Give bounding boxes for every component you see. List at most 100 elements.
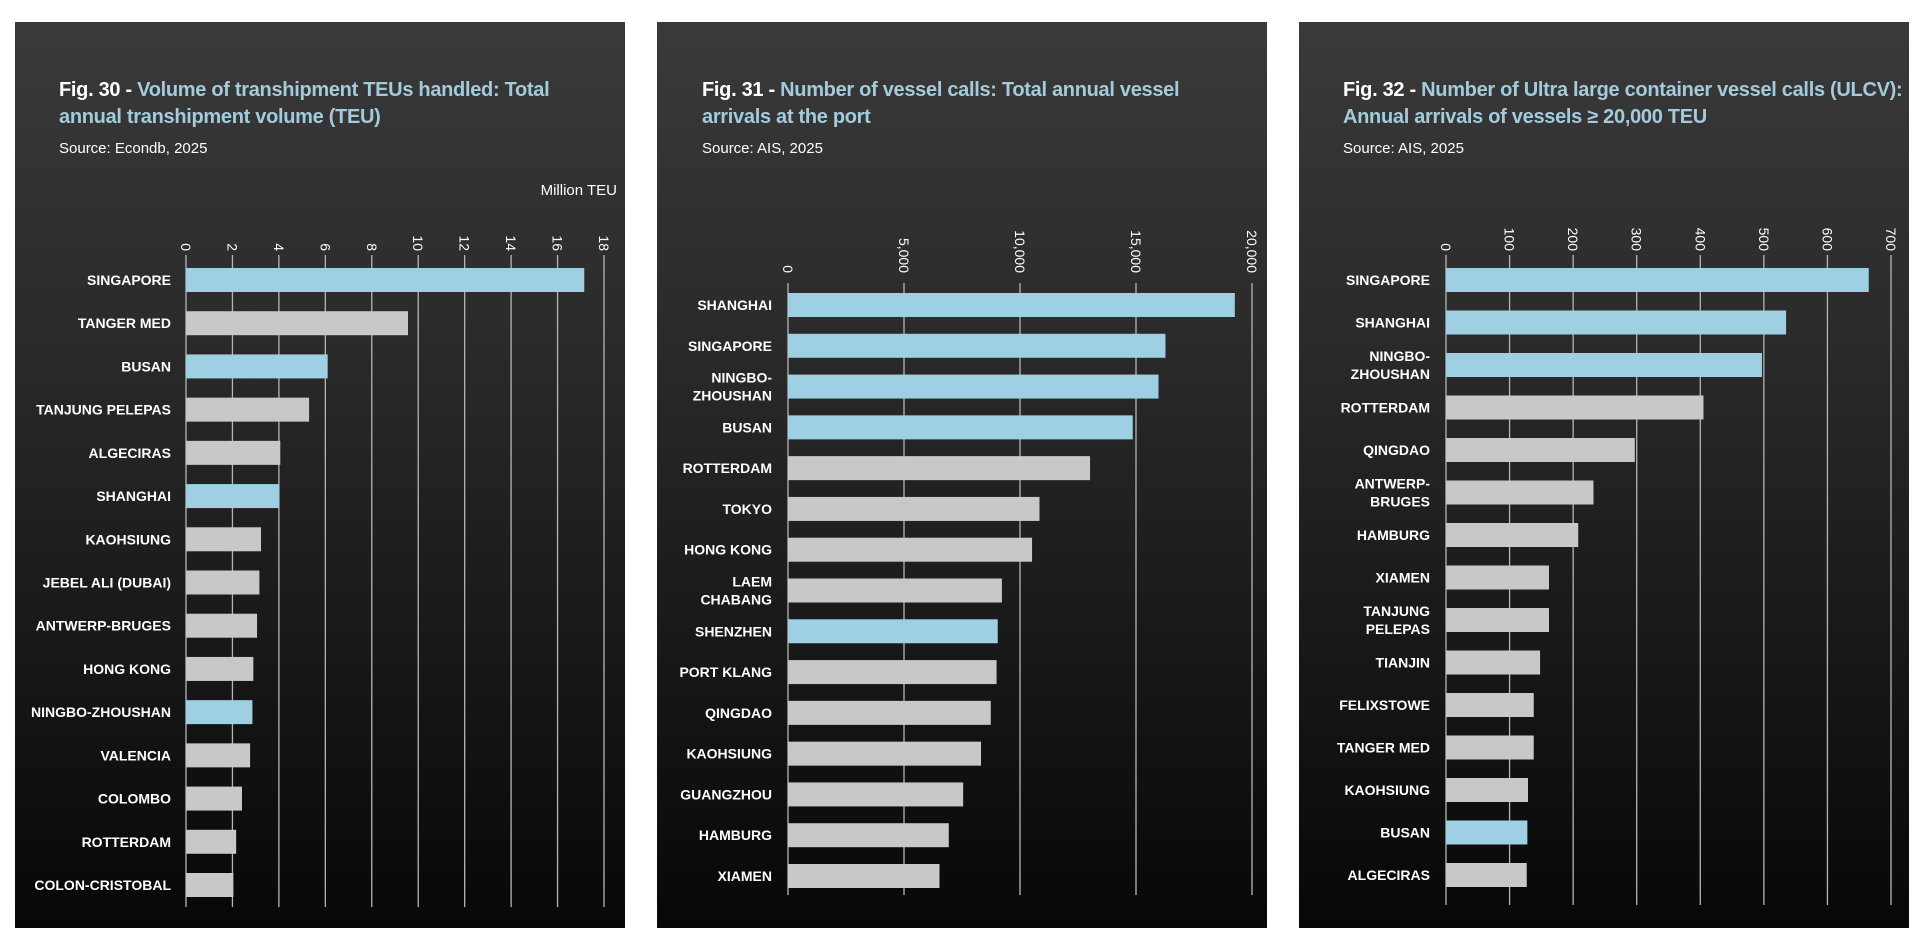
category-label-line: NINGBO-	[1369, 348, 1430, 364]
bar	[186, 484, 280, 509]
x-tick-label: 0	[178, 243, 194, 251]
bar	[788, 496, 1040, 521]
bar	[788, 293, 1235, 317]
x-tick-label: 4	[271, 243, 287, 251]
bar	[1446, 523, 1579, 547]
x-tick-label: 600	[1819, 228, 1835, 252]
figure-number: Fig. 32 -	[1343, 79, 1416, 101]
bar	[1446, 438, 1635, 462]
bar	[1446, 565, 1549, 590]
category-label: BUSAN	[121, 358, 171, 374]
category-label: TANGER MED	[78, 315, 171, 331]
bar	[1446, 608, 1549, 632]
category-label: KAOHSIUNG	[85, 531, 171, 547]
chart-2: 0 100 200 300 400 500 600 700 SINGAPORE SHANGHAI N…	[1337, 228, 1899, 905]
category-label: VALENCIA	[100, 747, 171, 763]
bar	[788, 578, 1002, 603]
category-label-line: ZHOUSHAN	[1351, 366, 1430, 382]
x-tick-label: 0	[1438, 243, 1454, 251]
x-tick-label: 700	[1883, 228, 1899, 252]
bar	[186, 570, 260, 595]
category-label: BUSAN	[1380, 825, 1430, 841]
category-label: HAMBURG	[1357, 527, 1430, 543]
category-label: COLON-CRISTOBAL	[34, 877, 171, 893]
chart-1: 0 5,000 10,000 15,000 20,000 SHANGHAI SINGAPOR…	[679, 230, 1260, 895]
category-label-line: ZHOUSHAN	[693, 388, 772, 404]
bar	[1446, 863, 1527, 887]
category-label-line: CHABANG	[700, 592, 772, 608]
category-label: ANTWERP-BRUGES	[36, 618, 171, 634]
category-label: TANJUNG PELEPAS	[1363, 603, 1430, 637]
chart-title-text: Volume of transhipment TEUs handled: Tot…	[59, 79, 550, 128]
axis-unit-label: Million TEU	[540, 182, 617, 199]
category-label: NINGBO-ZHOUSHAN	[31, 704, 171, 720]
bar	[1446, 820, 1528, 845]
bar	[186, 268, 585, 292]
bar	[788, 415, 1133, 440]
bar	[186, 613, 258, 638]
bar	[788, 456, 1091, 481]
x-tick-label: 5,000	[896, 238, 912, 273]
category-label-line: BRUGES	[1370, 494, 1430, 510]
category-label: NINGBO-ZHOUSHAN	[693, 370, 773, 404]
bar	[186, 440, 281, 465]
x-tick-label: 2	[224, 243, 240, 251]
category-label: TANJUNG PELEPAS	[36, 402, 171, 418]
bar	[186, 743, 251, 768]
bar	[788, 333, 1166, 358]
category-label: SHANGHAI	[1355, 315, 1430, 331]
bar	[788, 537, 1033, 562]
x-tick-label: 6	[317, 243, 333, 251]
chart-title: Fig. 31 - Number of vessel calls: Total …	[702, 77, 1242, 131]
bar	[788, 374, 1159, 399]
category-label: NINGBO- ZHOUSHAN	[1351, 348, 1431, 382]
category-label: ALGECIRAS	[1348, 867, 1430, 883]
category-label-line: PELEPAS	[1366, 621, 1430, 637]
category-label: HONG KONG	[684, 542, 772, 558]
x-tick-label: 10,000	[1012, 230, 1028, 273]
bar	[186, 873, 234, 897]
x-tick-label: 15,000	[1128, 230, 1144, 273]
category-label: SINGAPORE	[87, 272, 171, 288]
chart-title-text: Number of Ultra large container vessel c…	[1343, 79, 1903, 128]
chart-title: Fig. 30 - Volume of transhipment TEUs ha…	[59, 77, 599, 131]
x-tick-label: 16	[550, 235, 566, 251]
figure-number: Fig. 31 -	[702, 79, 775, 101]
category-label: ALGECIRAS	[89, 445, 171, 461]
category-label-line: LAEM	[732, 574, 772, 590]
bar	[788, 619, 998, 644]
x-tick-label: 12	[457, 235, 473, 251]
chart-panel-fig30: Fig. 30 - Volume of transhipment TEUs ha…	[15, 22, 625, 928]
category-label: GUANGZHOU	[680, 786, 772, 802]
bar	[1446, 268, 1869, 292]
chart-title-text: Number of vessel calls: Total annual ves…	[702, 79, 1180, 128]
x-tick-label: 8	[364, 243, 380, 251]
category-label: BUSAN	[722, 419, 772, 435]
category-label: ROTTERDAM	[1341, 400, 1430, 416]
category-label: XIAMEN	[1376, 570, 1430, 586]
bar	[186, 829, 237, 854]
x-tick-label: 200	[1565, 228, 1581, 252]
category-label-line: TANJUNG	[1363, 603, 1430, 619]
bar	[186, 311, 409, 336]
category-label: TOKYO	[722, 501, 772, 517]
bar	[1446, 650, 1541, 675]
chart-title: Fig. 32 - Number of Ultra large containe…	[1343, 77, 1903, 131]
chart-source: Source: AIS, 2025	[702, 140, 823, 157]
category-label: SINGAPORE	[1346, 272, 1430, 288]
figure-number: Fig. 30 -	[59, 79, 132, 101]
bar	[1446, 310, 1787, 335]
category-label: ROTTERDAM	[82, 834, 171, 850]
category-label: KAOHSIUNG	[686, 746, 772, 762]
category-label: ROTTERDAM	[683, 460, 772, 476]
category-label: COLOMBO	[98, 791, 171, 807]
bar	[788, 700, 991, 725]
chart-panel-fig32: Fig. 32 - Number of Ultra large containe…	[1299, 22, 1909, 928]
x-tick-label: 18	[596, 235, 612, 251]
chart-source: Source: Econdb, 2025	[59, 140, 208, 157]
x-tick-label: 0	[780, 265, 796, 273]
bar	[788, 741, 982, 766]
category-label: QINGDAO	[705, 705, 772, 721]
x-tick-label: 20,000	[1244, 230, 1260, 273]
